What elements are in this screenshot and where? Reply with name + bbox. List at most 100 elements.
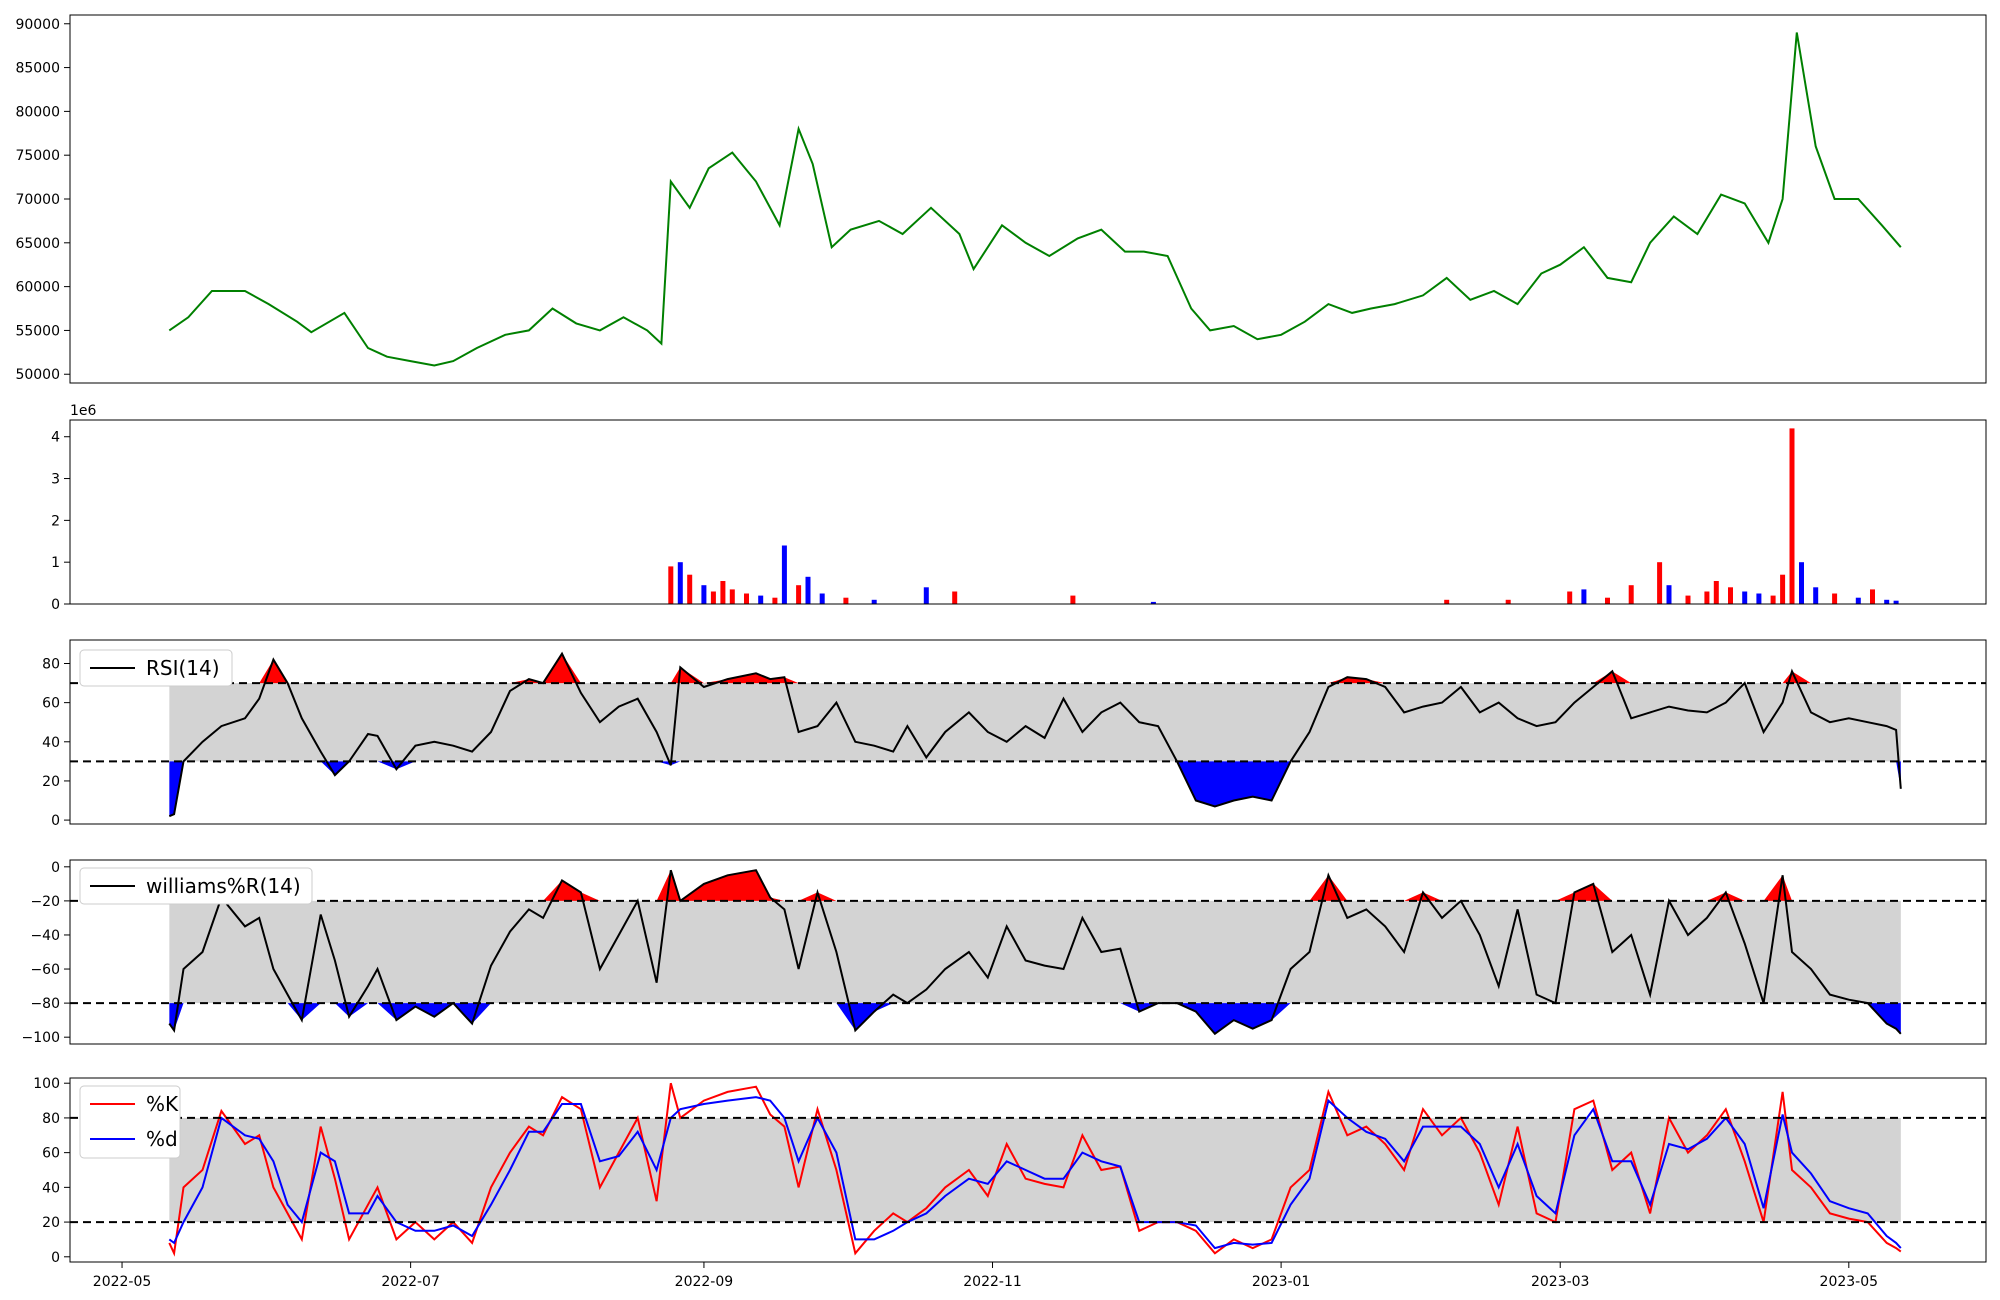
y-tick: 40 xyxy=(42,735,70,751)
volume-bar xyxy=(1728,587,1733,604)
volume-bar xyxy=(744,593,749,604)
y-tick-label: 90000 xyxy=(15,17,60,33)
y-tick: 0 xyxy=(51,813,70,829)
volume-bar xyxy=(1581,589,1587,604)
stoch-d-line xyxy=(168,1096,1902,1250)
volume-bar xyxy=(1780,574,1786,604)
x-tick-label: 2023-03 xyxy=(1531,1274,1590,1290)
volume-bar xyxy=(796,585,802,604)
volume-bar xyxy=(729,589,735,604)
y-tick: 50000 xyxy=(15,367,70,383)
y-tick: 60000 xyxy=(15,280,70,296)
volume-bar xyxy=(923,587,929,604)
volume-bar xyxy=(1567,591,1573,604)
rsi-axes-frame xyxy=(69,639,1987,825)
shared-x-axis: 2022-05 2022-07 2022-09 2022-11 2023-01 2023-… xyxy=(93,1262,1878,1290)
volume-bar xyxy=(1685,595,1691,604)
y-tick-label: 80000 xyxy=(15,104,60,120)
y-tick: 80 xyxy=(42,656,70,672)
y-tick-label: 2 xyxy=(51,513,60,529)
stoch-legend-k-label: %K xyxy=(146,1092,179,1116)
y-tick: 20 xyxy=(42,1215,70,1231)
volume-bar xyxy=(1704,591,1710,604)
volume-bar xyxy=(1505,599,1511,604)
y-tick-label: 80 xyxy=(42,656,60,672)
x-tick-label: 2022-09 xyxy=(675,1274,734,1290)
neutral-band xyxy=(169,900,1901,1004)
x-tick: 2022-07 xyxy=(381,1262,440,1290)
volume-bar xyxy=(1770,595,1776,604)
y-tick-label: 0 xyxy=(51,813,60,829)
y-tick-label: 85000 xyxy=(15,61,60,77)
rsi-legend-label: RSI(14) xyxy=(146,656,220,680)
y-tick-label: 100 xyxy=(33,1076,60,1092)
volume-bar xyxy=(1444,599,1450,604)
y-tick-label: 50000 xyxy=(15,367,60,383)
y-tick: 20 xyxy=(42,774,70,790)
x-tick: 2023-01 xyxy=(1252,1262,1311,1290)
y-tick: 0 xyxy=(51,597,70,613)
williams-legend-label: williams%R(14) xyxy=(146,874,301,898)
volume-bar xyxy=(1070,595,1076,604)
y-tick: −20 xyxy=(30,894,70,910)
x-tick-label: 2022-11 xyxy=(963,1274,1022,1290)
y-tick-label: −100 xyxy=(22,1030,60,1046)
x-tick: 2023-05 xyxy=(1820,1262,1878,1290)
volume-bar xyxy=(1832,593,1838,604)
volume-bar xyxy=(720,581,726,604)
y-tick-label: −60 xyxy=(30,962,60,978)
volume-bar xyxy=(1789,428,1795,604)
volume-bar xyxy=(1893,600,1899,604)
stoch-legend: %K %d xyxy=(79,1085,181,1159)
volume-bar xyxy=(1657,562,1663,604)
volume-bar xyxy=(1605,597,1610,604)
y-tick-label: 60 xyxy=(42,696,60,712)
y-tick: −80 xyxy=(30,996,70,1012)
volume-bar xyxy=(1813,587,1819,604)
y-tick-label: 65000 xyxy=(15,236,60,252)
x-tick: 2022-09 xyxy=(675,1262,734,1290)
y-tick: 0 xyxy=(51,860,70,876)
williams-panel: 0 −20 −40 −60 −80 −100 williams%R(14) xyxy=(22,859,1987,1046)
y-tick-label: 70000 xyxy=(15,192,60,208)
volume-bar xyxy=(677,562,683,604)
y-tick: 65000 xyxy=(15,236,70,252)
volume-bar xyxy=(819,593,825,604)
neutral-band xyxy=(169,1117,1901,1223)
y-tick: −100 xyxy=(22,1030,70,1046)
volume-bar xyxy=(871,599,877,604)
y-tick: 100 xyxy=(33,1076,70,1092)
y-tick-label: 3 xyxy=(51,472,60,488)
x-tick-label: 2023-01 xyxy=(1252,1274,1311,1290)
x-tick-label: 2022-05 xyxy=(93,1274,152,1290)
y-tick: 75000 xyxy=(15,148,70,164)
y-tick: −60 xyxy=(30,962,70,978)
volume-bars xyxy=(668,428,1899,604)
y-tick-label: 60 xyxy=(42,1146,60,1162)
volume-bar xyxy=(1628,585,1634,604)
y-tick: 55000 xyxy=(15,323,70,339)
y-tick: 3 xyxy=(51,472,70,488)
y-tick-label: 40 xyxy=(42,735,60,751)
stoch-axes-frame xyxy=(69,1077,1987,1263)
y-tick: 2 xyxy=(51,513,70,529)
x-tick-label: 2022-07 xyxy=(381,1274,440,1290)
volume-bar xyxy=(701,585,707,604)
rsi-panel: 0 20 40 60 80 RSI(14) xyxy=(42,639,1987,829)
volume-bar xyxy=(1150,601,1156,604)
williams-axes-frame xyxy=(69,859,1987,1045)
y-tick: 90000 xyxy=(15,17,70,33)
rsi-line xyxy=(168,651,1902,818)
volume-axes-frame xyxy=(69,419,1987,605)
price-panel: 50000 55000 60000 65000 70000 75000 80000 85000… xyxy=(15,14,1987,384)
stochastic-panel: 0 20 40 60 80 100 %K %d xyxy=(33,1076,1987,1266)
volume-bar xyxy=(805,576,811,604)
y-tick-label: 40 xyxy=(42,1180,60,1196)
oversold-fill xyxy=(169,761,1901,817)
volume-bar xyxy=(843,597,849,604)
price-line xyxy=(168,32,1902,367)
x-tick: 2023-03 xyxy=(1531,1262,1590,1290)
volume-bar xyxy=(1799,562,1804,604)
overbought-fill xyxy=(169,870,1901,901)
